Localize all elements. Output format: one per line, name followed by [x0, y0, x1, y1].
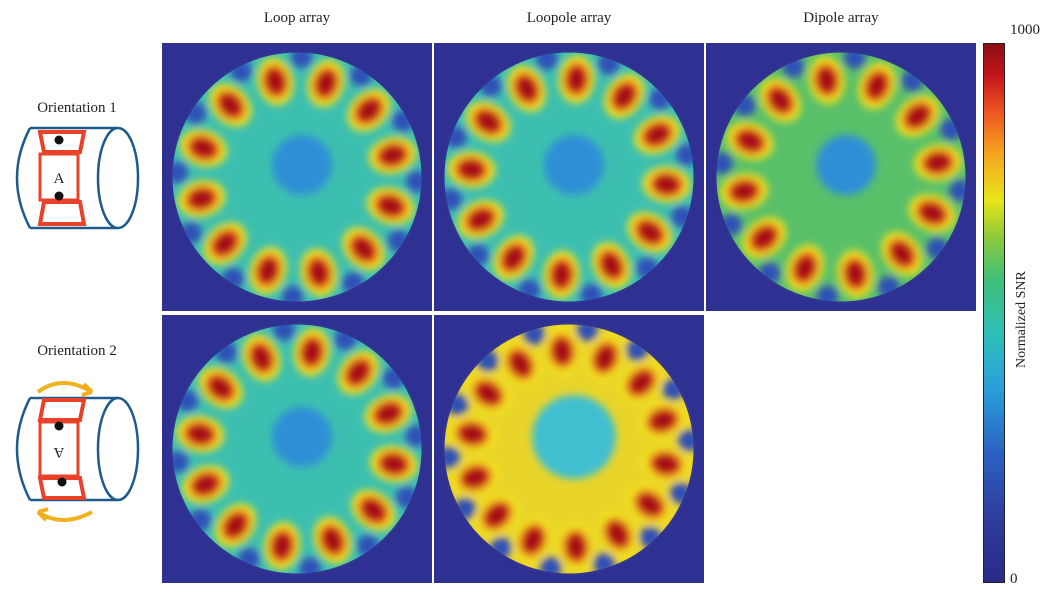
phantom-orientation-1-icon: A	[0, 122, 150, 239]
phantom-orientation-2-icon: A	[0, 370, 150, 535]
row-label-orientation-1: Orientation 1	[37, 100, 117, 116]
snr-map-loopole-orientation-1	[434, 43, 704, 311]
colorbar-min-label: 0	[1010, 571, 1018, 587]
snr-map-loopole-orientation-2	[434, 315, 704, 583]
column-title-dipole-array: Dipole array	[803, 10, 879, 26]
snr-map-loop-orientation-2	[162, 315, 432, 583]
snr-map-dipole-orientation-1	[706, 43, 976, 311]
colorbar	[983, 43, 1005, 583]
colorbar-max-label: 1000	[1010, 22, 1040, 38]
phantom-letter-inverted: A	[53, 444, 64, 460]
colorbar-title: Normalized SNR	[1014, 271, 1029, 368]
phantom-letter: A	[54, 171, 65, 187]
snr-map-loop-orientation-1	[162, 43, 432, 311]
column-title-loop-array: Loop array	[263, 10, 331, 26]
column-title-loopole-array: Loopole array	[526, 10, 612, 26]
row-label-orientation-2: Orientation 2	[37, 343, 117, 359]
